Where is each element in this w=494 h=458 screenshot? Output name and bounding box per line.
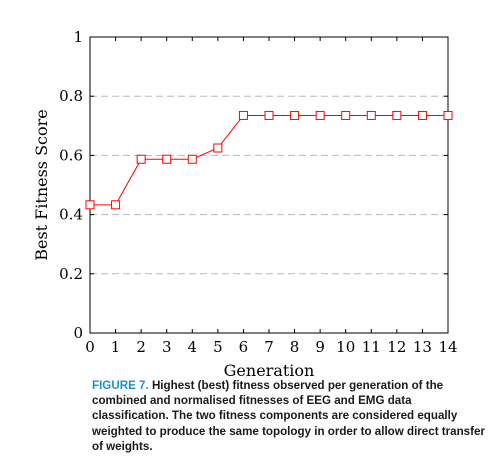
data-point-marker bbox=[341, 110, 351, 120]
data-point-marker bbox=[264, 110, 274, 120]
data-point-marker bbox=[238, 110, 248, 120]
x-tick-label: 13 bbox=[413, 338, 432, 356]
caption-label: FIGURE 7. bbox=[92, 379, 149, 392]
data-point-marker bbox=[392, 110, 402, 120]
x-tick-label: 11 bbox=[362, 338, 381, 356]
x-tick-label: 12 bbox=[387, 338, 406, 356]
x-tick-label: 0 bbox=[85, 338, 95, 356]
data-point-marker bbox=[85, 200, 95, 210]
y-tick-label: 0.2 bbox=[59, 265, 83, 283]
y-tick-label: 0 bbox=[73, 324, 83, 342]
y-axis-label: Best Fitness Score bbox=[32, 109, 51, 261]
y-tick-label: 1 bbox=[73, 28, 83, 46]
x-tick-label: 1 bbox=[111, 338, 121, 356]
data-point-marker bbox=[111, 200, 121, 210]
data-point-marker bbox=[213, 143, 223, 153]
x-tick-label: 14 bbox=[438, 338, 457, 356]
x-tick-label: 9 bbox=[315, 338, 325, 356]
figure-caption: FIGURE 7. Highest (best) fitness observe… bbox=[92, 378, 488, 454]
plot-frame bbox=[89, 36, 449, 334]
data-point-marker bbox=[366, 110, 376, 120]
data-point-marker bbox=[187, 154, 197, 164]
x-tick-label: 7 bbox=[264, 338, 274, 356]
y-tick-label: 0.6 bbox=[59, 146, 83, 164]
data-point-marker bbox=[315, 110, 325, 120]
x-tick-label: 6 bbox=[239, 338, 249, 356]
data-point-marker bbox=[290, 110, 300, 120]
data-point-marker bbox=[162, 154, 172, 164]
data-point-marker bbox=[136, 154, 146, 164]
x-tick-label: 8 bbox=[290, 338, 300, 356]
gridlines bbox=[90, 95, 448, 275]
x-tick-label: 2 bbox=[136, 338, 146, 356]
x-tick-label: 3 bbox=[162, 338, 172, 356]
caption-text: Highest (best) fitness observed per gene… bbox=[92, 379, 485, 453]
axis-ticks: 00.20.40.60.810 1 2 3 4 5 6 7 8 9 10 11 12 13 14 bbox=[59, 28, 457, 356]
y-tick-label: 0.8 bbox=[59, 87, 83, 105]
y-tick-label: 0.4 bbox=[59, 206, 83, 224]
data-point-marker bbox=[417, 110, 427, 120]
x-tick-label: 5 bbox=[213, 338, 223, 356]
x-axis-label: Generation bbox=[224, 361, 315, 380]
series-layer bbox=[85, 110, 453, 210]
data-point-marker bbox=[443, 110, 453, 120]
x-tick-label: 4 bbox=[188, 338, 198, 356]
x-tick-label: 10 bbox=[336, 338, 355, 356]
